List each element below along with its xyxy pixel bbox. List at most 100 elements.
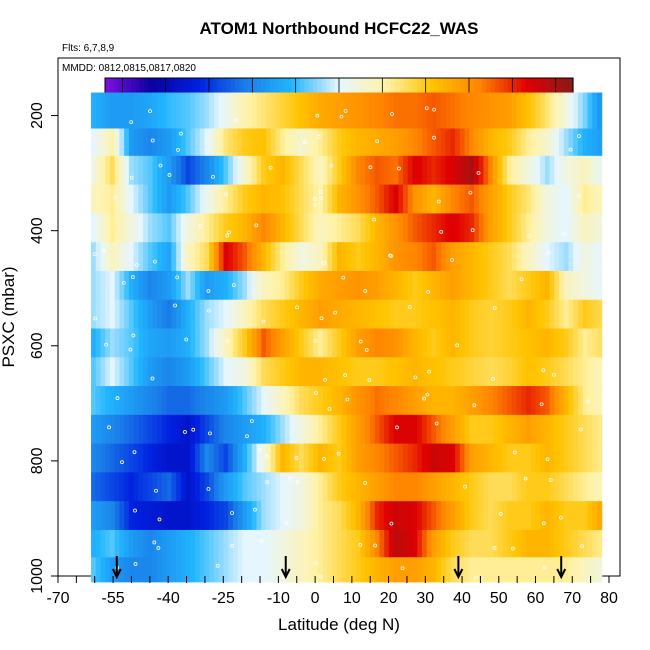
heatmap-cell [322, 213, 329, 243]
y-axis-label: PSXC (mbar) [0, 266, 18, 367]
sample-point [551, 372, 556, 377]
sample-point [184, 337, 189, 342]
heatmap-cell [171, 328, 177, 358]
heatmap-cell [440, 328, 447, 358]
heatmap-cell [327, 299, 333, 330]
heatmap-cell [185, 242, 191, 272]
heatmap-cell [436, 155, 442, 186]
heatmap-cell [360, 386, 366, 416]
heatmap-cell [256, 529, 262, 558]
heatmap-cell [213, 414, 220, 445]
heatmap-cell [284, 443, 291, 473]
heatmap-cell [100, 270, 106, 301]
heatmap-cell [365, 386, 371, 416]
heatmap-cell [237, 299, 243, 330]
heatmap-cell [284, 529, 291, 558]
heatmap-cell [544, 184, 551, 214]
heatmap-cell [473, 184, 480, 214]
heatmap-cell [398, 270, 404, 301]
heatmap-cell [105, 529, 111, 558]
heatmap-cell [133, 213, 139, 243]
heatmap-cell [549, 501, 555, 531]
heatmap-cell [403, 443, 409, 473]
heatmap-cell [445, 128, 451, 157]
heatmap-cell [308, 501, 314, 531]
heatmap-cell [322, 155, 329, 186]
heatmap-cell [171, 184, 177, 214]
heatmap-cell [393, 472, 399, 502]
sample-point [513, 450, 517, 455]
heatmap-cell [540, 128, 546, 157]
heatmap-cell [109, 299, 116, 330]
sample-point [424, 106, 429, 111]
heatmap-cell [445, 414, 451, 445]
heatmap-cell [100, 529, 106, 558]
sample-point [295, 480, 300, 484]
heatmap-cell [573, 242, 579, 272]
heatmap-cell [360, 472, 366, 502]
heatmap-cell [308, 472, 314, 502]
heatmap-cell [256, 414, 262, 445]
heatmap-cell [275, 328, 281, 358]
heatmap-cell [596, 184, 603, 214]
heatmap-cell [114, 386, 121, 416]
heatmap-cell [511, 501, 518, 531]
heatmap-cell [488, 328, 494, 358]
heatmap-cell [374, 472, 381, 502]
sample-point [179, 131, 183, 136]
heatmap-cell [351, 213, 357, 243]
heatmap-cell [161, 557, 168, 583]
heatmap-cell [119, 128, 125, 157]
heatmap-cell [133, 472, 139, 502]
sample-point [585, 399, 590, 404]
sample-point [231, 283, 236, 288]
heatmap-cell [417, 92, 423, 130]
heatmap-cell [582, 328, 589, 358]
heatmap-cell [242, 299, 248, 330]
heatmap-cell [431, 443, 437, 473]
heatmap-cell [540, 184, 546, 214]
heatmap-cell [100, 357, 106, 387]
heatmap-cell [388, 357, 395, 387]
heatmap-cell [379, 414, 385, 445]
sample-point [389, 254, 393, 258]
heatmap-cell [128, 128, 135, 157]
heatmap-cell [521, 155, 527, 186]
heatmap-cell [483, 386, 489, 416]
sample-point [425, 392, 430, 397]
heatmap-cell [469, 242, 475, 272]
heatmap-cell [204, 92, 210, 130]
heatmap-cell [426, 328, 433, 358]
heatmap-cell [459, 299, 466, 330]
heatmap-cell [587, 128, 593, 157]
heatmap-cell [91, 529, 97, 558]
heatmap-cell [388, 386, 395, 416]
sample-point [234, 118, 239, 123]
heatmap-cell [195, 501, 201, 531]
heatmap-cell [95, 357, 102, 387]
heatmap-cell [109, 443, 116, 473]
heatmap-cell [327, 242, 333, 272]
heatmap-cell [336, 128, 343, 157]
heatmap-cell [261, 501, 267, 531]
heatmap-cell [242, 155, 248, 186]
sample-point [439, 229, 444, 234]
heatmap-cell [237, 213, 243, 243]
heatmap-cell [346, 357, 352, 387]
heatmap-cell [199, 357, 206, 387]
heatmap-cell [247, 299, 253, 330]
heatmap-cell [161, 501, 168, 531]
heatmap-cell [540, 414, 546, 445]
heatmap-cell [341, 501, 347, 531]
heatmap-cell [563, 529, 570, 558]
heatmap-cell [374, 184, 381, 214]
heatmap-cell [336, 529, 343, 558]
heatmap-cell [388, 128, 395, 157]
heatmap-cell [554, 213, 560, 243]
heatmap-cell [559, 92, 565, 130]
heatmap-cell [114, 184, 121, 214]
heatmap-cell [327, 529, 333, 558]
heatmap-cell [497, 242, 503, 272]
heatmap-cell [507, 328, 513, 358]
heatmap-cell [355, 92, 362, 130]
